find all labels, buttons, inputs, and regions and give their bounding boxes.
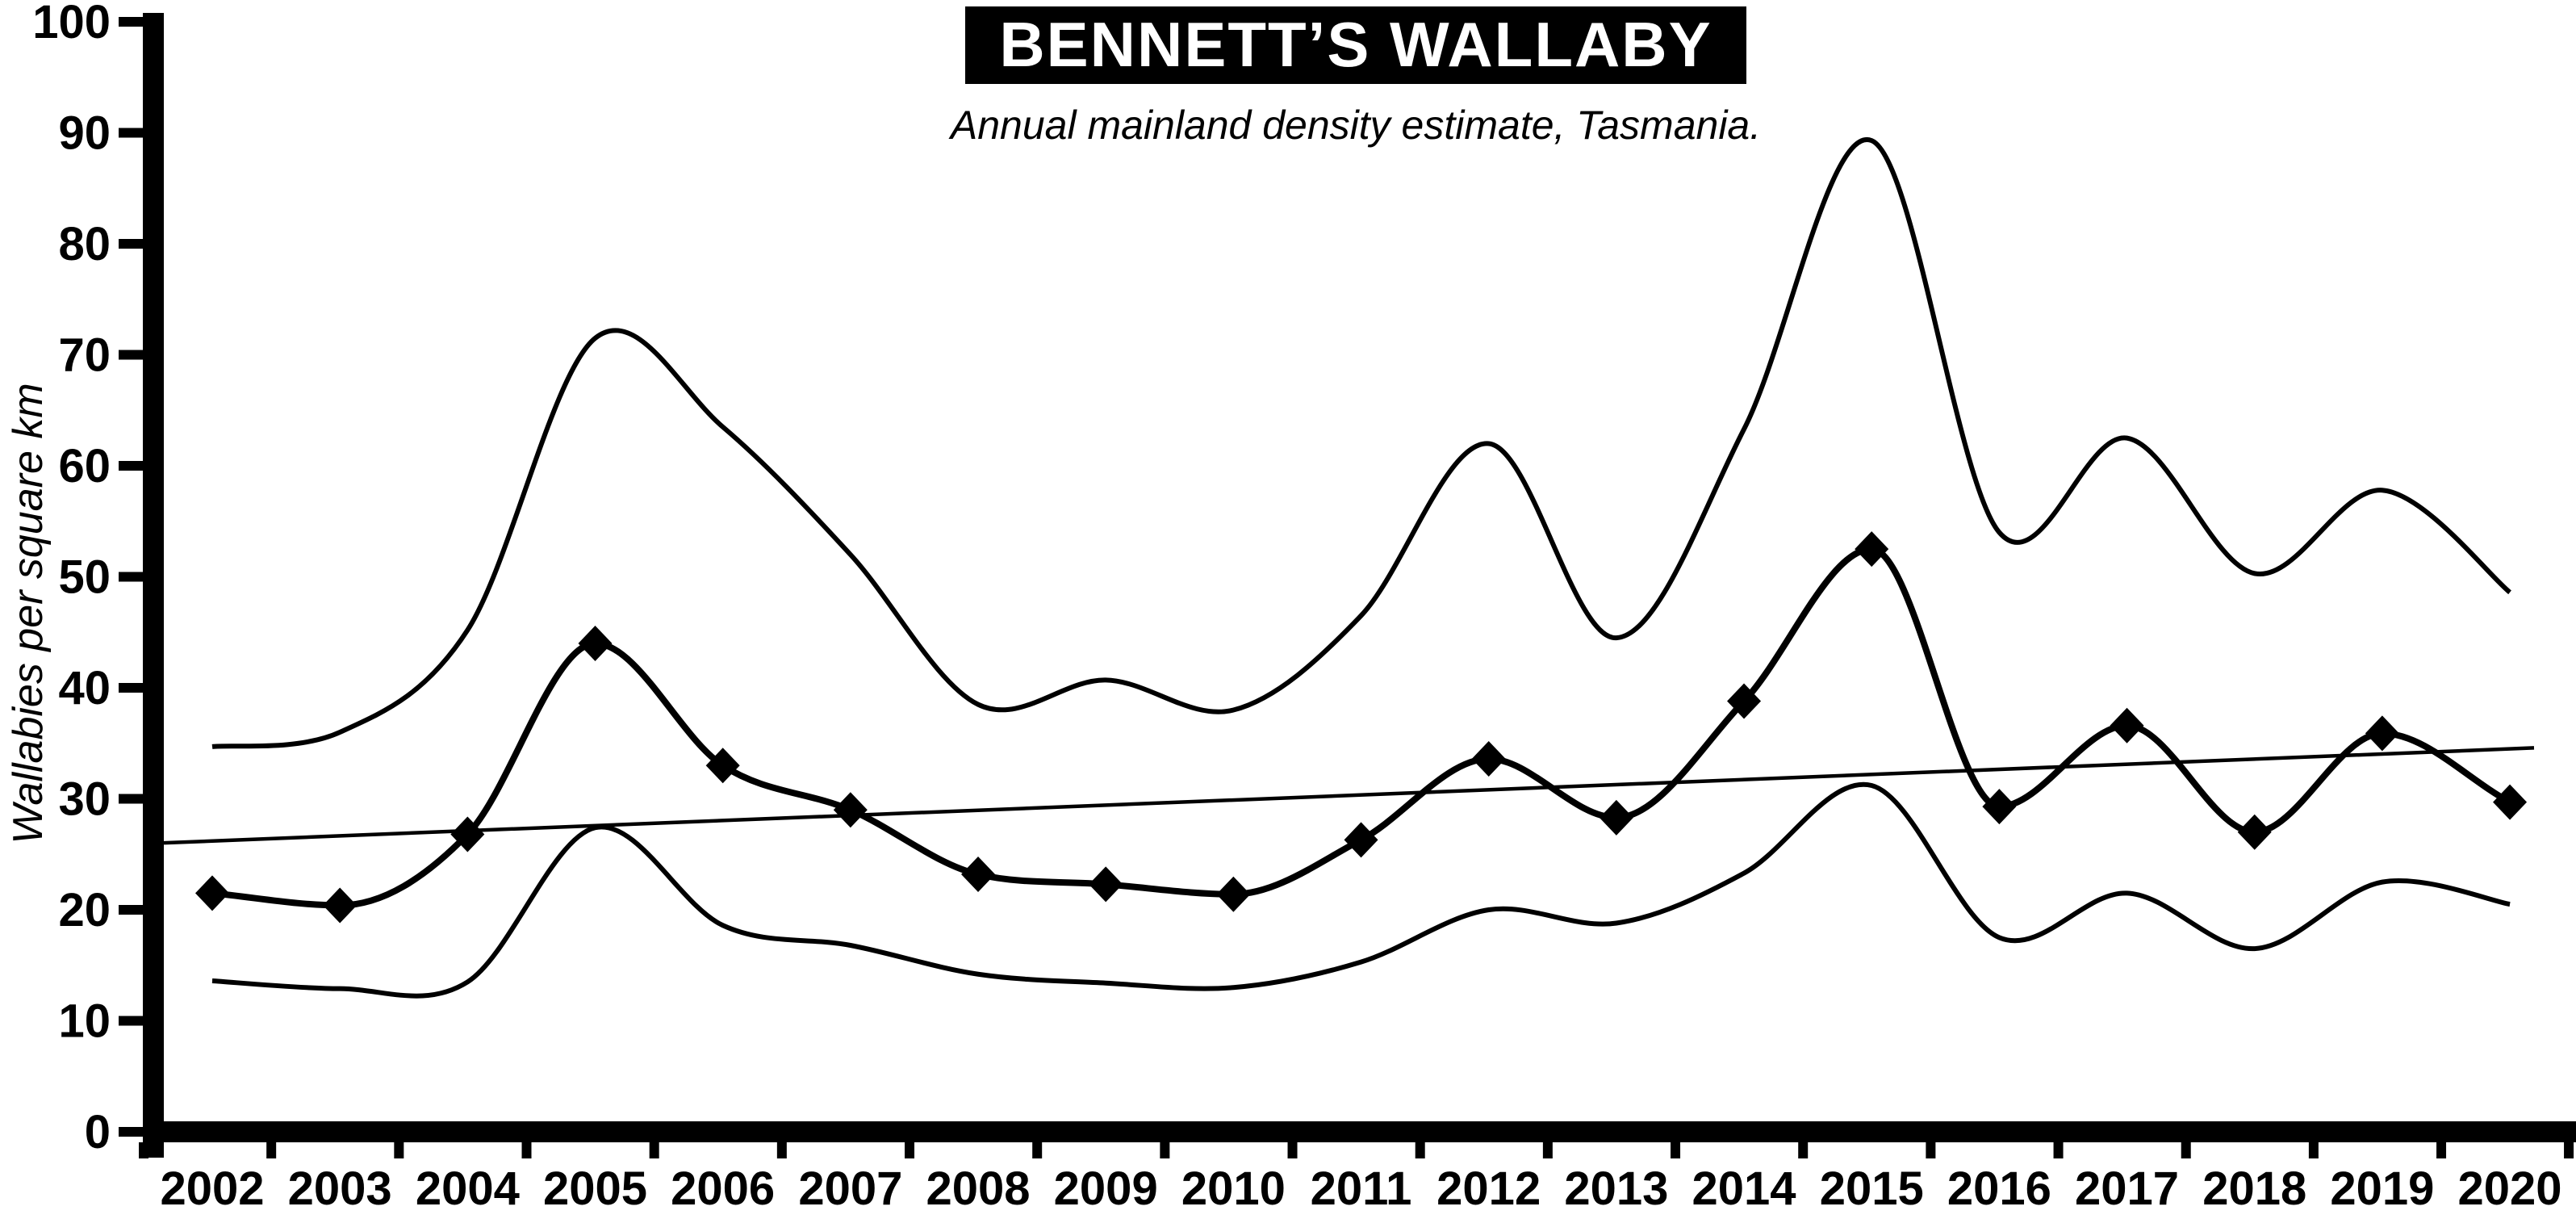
x-tick [649,1142,659,1158]
x-tick [1926,1142,1936,1158]
x-tick-label: 2005 [543,1162,647,1215]
x-tick-label: 2003 [288,1162,392,1215]
x-tick [2308,1142,2319,1158]
data-point-diamond [195,875,229,911]
x-tick [1798,1142,1809,1158]
x-tick [1671,1142,1681,1158]
x-tick [2436,1142,2447,1158]
data-point-diamond [1344,822,1378,858]
data-point-diamond [1471,741,1506,777]
x-tick-label: 2014 [1692,1162,1796,1215]
data-point-diamond [2110,707,2144,744]
y-tick-label: 100 [32,0,111,48]
data-point-diamond [450,816,485,852]
x-tick-label: 2013 [1564,1162,1668,1215]
x-tick [2053,1142,2064,1158]
data-point-markers [195,531,2528,924]
y-tick [119,239,143,249]
y-tick [119,905,143,915]
x-tick [1415,1142,1425,1158]
x-tick-label: 2008 [926,1162,1031,1215]
data-point-diamond [2493,784,2528,820]
x-tick-label: 2002 [160,1162,264,1215]
x-tick-label: 2004 [416,1162,520,1215]
x-tick [2181,1142,2191,1158]
y-tick-label: 50 [58,551,111,604]
upper-confidence-band-line [211,137,2511,749]
data-point-diamond [1727,683,1762,719]
x-tick [2564,1142,2574,1158]
x-tick [1032,1142,1043,1158]
y-tick-label: 20 [58,884,111,936]
x-tick [776,1142,787,1158]
y-tick [119,17,143,27]
x-tick-label: 2017 [2075,1162,2179,1215]
x-tick-label: 2010 [1181,1162,1286,1215]
series-layer [163,137,2535,999]
x-tick-label: 2020 [2458,1162,2562,1215]
y-tick-label: 60 [58,440,111,492]
x-tick [1287,1142,1298,1158]
data-point-diamond [1982,789,2017,825]
data-point-diamond [1216,876,1251,912]
x-tick-label: 2015 [1820,1162,1924,1215]
y-tick [119,1016,143,1026]
x-tick [1542,1142,1553,1158]
x-tick-label: 2018 [2202,1162,2306,1215]
y-axis-label: Wallabies per square km [5,383,52,844]
lower-confidence-band-line [211,781,2511,999]
chart-subtitle: Annual mainland density estimate, Tasman… [948,103,1761,148]
data-point-diamond [1089,866,1123,903]
y-tick [119,1127,143,1137]
x-tick-label: 2016 [1947,1162,2051,1215]
x-tick-label: 2011 [1311,1162,1412,1215]
x-tick [394,1142,404,1158]
chart-title: BENNETT’S WALLABY [999,9,1712,80]
trend-line [163,746,2535,845]
y-tick [119,794,143,804]
title-box [965,6,1746,84]
data-point-diamond [1599,799,1633,836]
y-tick-label: 10 [58,995,111,1048]
y-tick-label: 70 [58,329,111,382]
y-tick [119,683,143,693]
x-tick [521,1142,532,1158]
y-tick [119,461,143,471]
x-tick-label: 2012 [1436,1162,1541,1215]
y-tick-label: 30 [58,773,111,826]
data-point-diamond [2237,814,2272,850]
x-tick-label: 2019 [2330,1162,2434,1215]
data-point-diamond [578,626,613,661]
data-point-diamond [323,887,358,924]
x-tick [266,1142,277,1158]
x-tick-label: 2006 [671,1162,775,1215]
data-point-diamond [705,748,740,784]
y-tick-label: 40 [58,662,111,714]
data-point-diamond [2365,715,2399,752]
x-axis-spine [143,1121,2576,1142]
y-axis-spine [143,13,164,1158]
y-tick [119,572,143,582]
y-tick-label: 90 [58,107,111,160]
y-tick [119,128,143,138]
y-tick-label: 80 [58,218,111,270]
data-point-diamond [833,792,868,828]
x-tick [905,1142,915,1158]
x-tick-label: 2007 [798,1162,902,1215]
data-point-diamond [1855,531,1889,568]
x-tick-label: 2009 [1054,1162,1158,1215]
x-tick [139,1142,148,1158]
data-point-diamond [961,857,996,892]
axes-layer: 0 10 20 30 40 50 60 70 80 90 100 2002 2003 2004 2005 20… [32,0,2576,1215]
x-tick [1160,1142,1170,1158]
y-tick [119,350,143,360]
y-tick-label: 0 [85,1106,111,1158]
